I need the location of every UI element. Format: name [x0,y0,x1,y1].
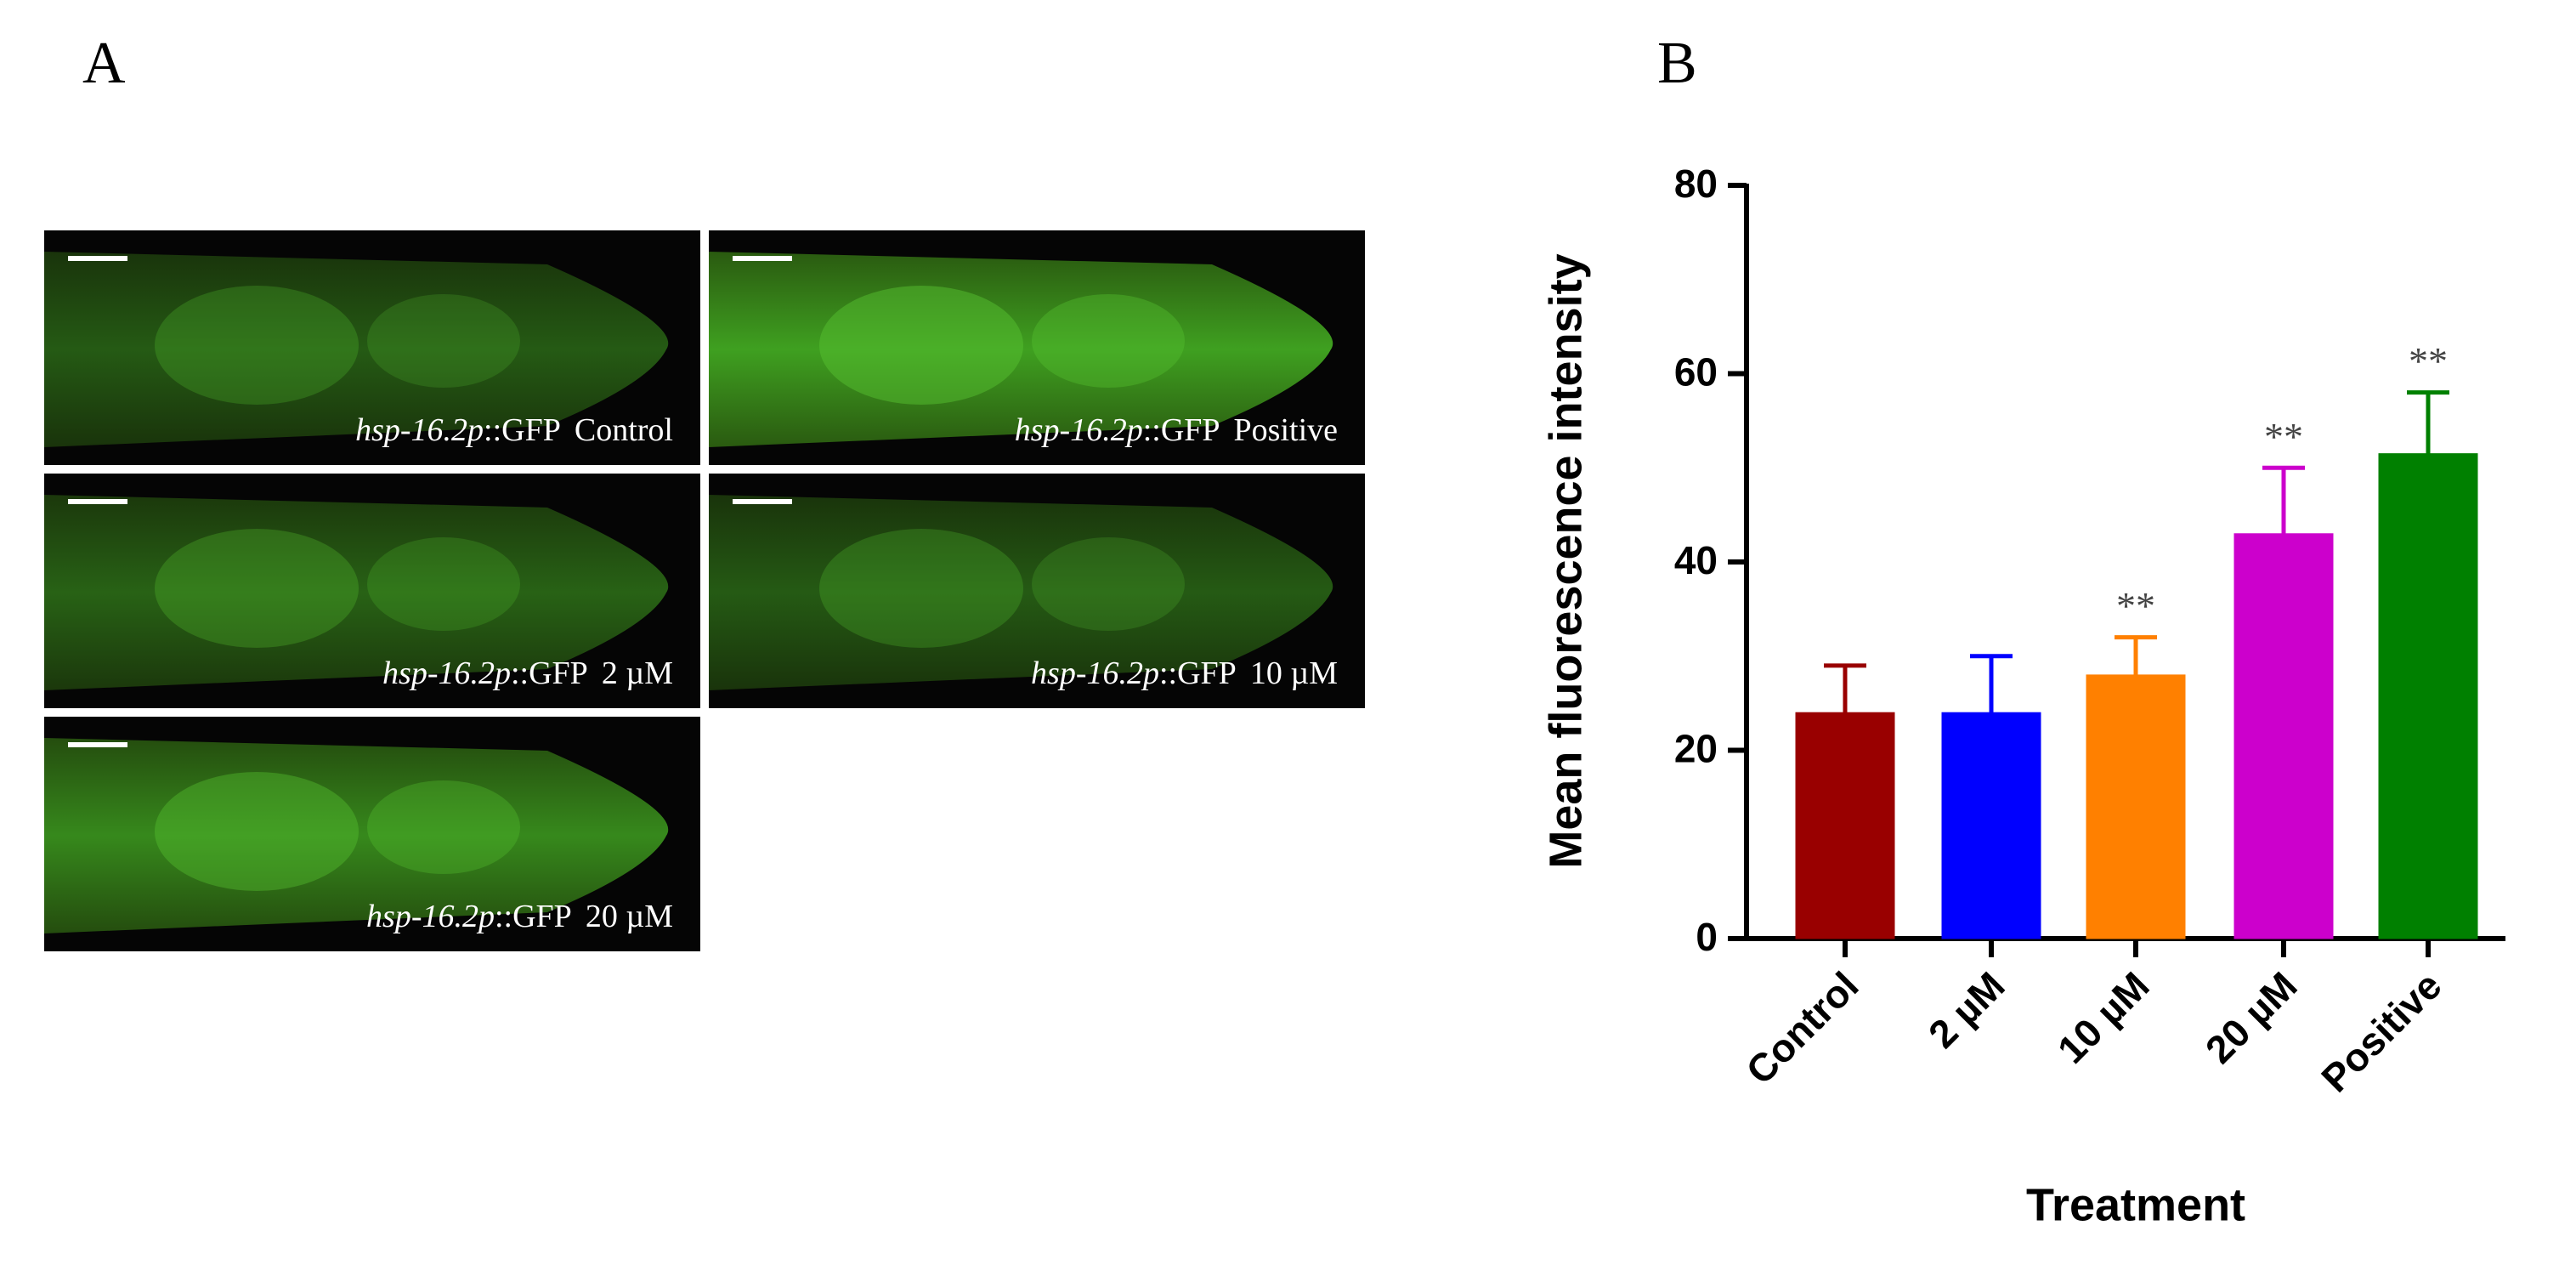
pharynx [155,529,359,648]
bar-chart: 0 20 40 60 80 Control 2 µM 10 µM ** 20 µM ** Positi… [1540,162,2505,1230]
pharynx [367,780,520,874]
condition: 2 µM [602,655,673,691]
bar [2378,453,2478,939]
image-caption: hsp-16.2p::GFP 20 µM [366,899,673,934]
condition: Control [575,412,673,448]
gene-name: hsp-16.2p [1015,412,1143,448]
pharynx [367,537,520,631]
image-caption: hsp-16.2p::GFP Control [355,412,673,448]
worm [709,495,1333,690]
y-tick-label: 20 [1674,727,1718,771]
gene-name: hsp-16.2p [366,899,495,934]
bar [2233,533,2334,939]
bar [1795,712,1895,939]
pharynx [155,772,359,891]
pharynx [1032,294,1185,388]
panel-label: A [82,31,126,96]
condition: 20 µM [586,899,673,934]
reporter: ::GFP [495,899,572,934]
pharynx [819,286,1023,405]
x-tick-label: Control [1737,963,1866,1092]
micrograph: hsp-16.2p::GFP 10 µM [709,474,1365,708]
pharynx [819,529,1023,648]
gene-name: hsp-16.2p [355,412,484,448]
worm [44,738,669,933]
gene-name: hsp-16.2p [1031,655,1159,691]
bar [2086,674,2186,939]
reporter: ::GFP [1143,412,1220,448]
condition: 10 µM [1250,655,1338,691]
micrograph: hsp-16.2p::GFP Control [44,230,700,465]
y-tick-label: 40 [1674,538,1718,582]
image-caption: hsp-16.2p::GFP 2 µM [382,655,673,691]
reporter: ::GFP [484,412,561,448]
y-axis-label: Mean fluorescence intensity [1540,253,1591,868]
image-caption: hsp-16.2p::GFP 10 µM [1031,655,1338,691]
worm [44,495,669,690]
condition: Positive [1234,412,1338,448]
y-tick-label: 0 [1696,915,1718,959]
image-caption: hsp-16.2p::GFP Positive [1015,412,1338,448]
y-tick-label: 60 [1674,350,1718,394]
pharynx [1032,537,1185,631]
significance-label: ** [2116,584,2155,627]
x-tick-label: 2 µM [1920,963,2013,1057]
bar [1941,712,2041,939]
x-tick-label: Positive [2313,963,2450,1101]
micrograph: hsp-16.2p::GFP Positive [709,230,1365,465]
pharynx [155,286,359,405]
y-tick-label: 80 [1674,162,1718,206]
micrograph: hsp-16.2p::GFP 20 µM [44,717,700,951]
micrograph: hsp-16.2p::GFP 2 µM [44,474,700,708]
panel-label: B [1657,31,1697,96]
gene-name: hsp-16.2p [382,655,511,691]
x-tick-label: 20 µM [2197,963,2306,1072]
image-grid: hsp-16.2p::GFP Control hsp-16.2p::GFP Posit… [44,230,1365,951]
significance-label: ** [2409,339,2448,383]
pharynx [367,294,520,388]
reporter: ::GFP [511,655,588,691]
significance-label: ** [2264,415,2303,458]
x-tick-label: 10 µM [2049,963,2158,1072]
worm [44,252,669,447]
x-axis-label: Treatment [2026,1179,2245,1230]
reporter: ::GFP [1159,655,1237,691]
